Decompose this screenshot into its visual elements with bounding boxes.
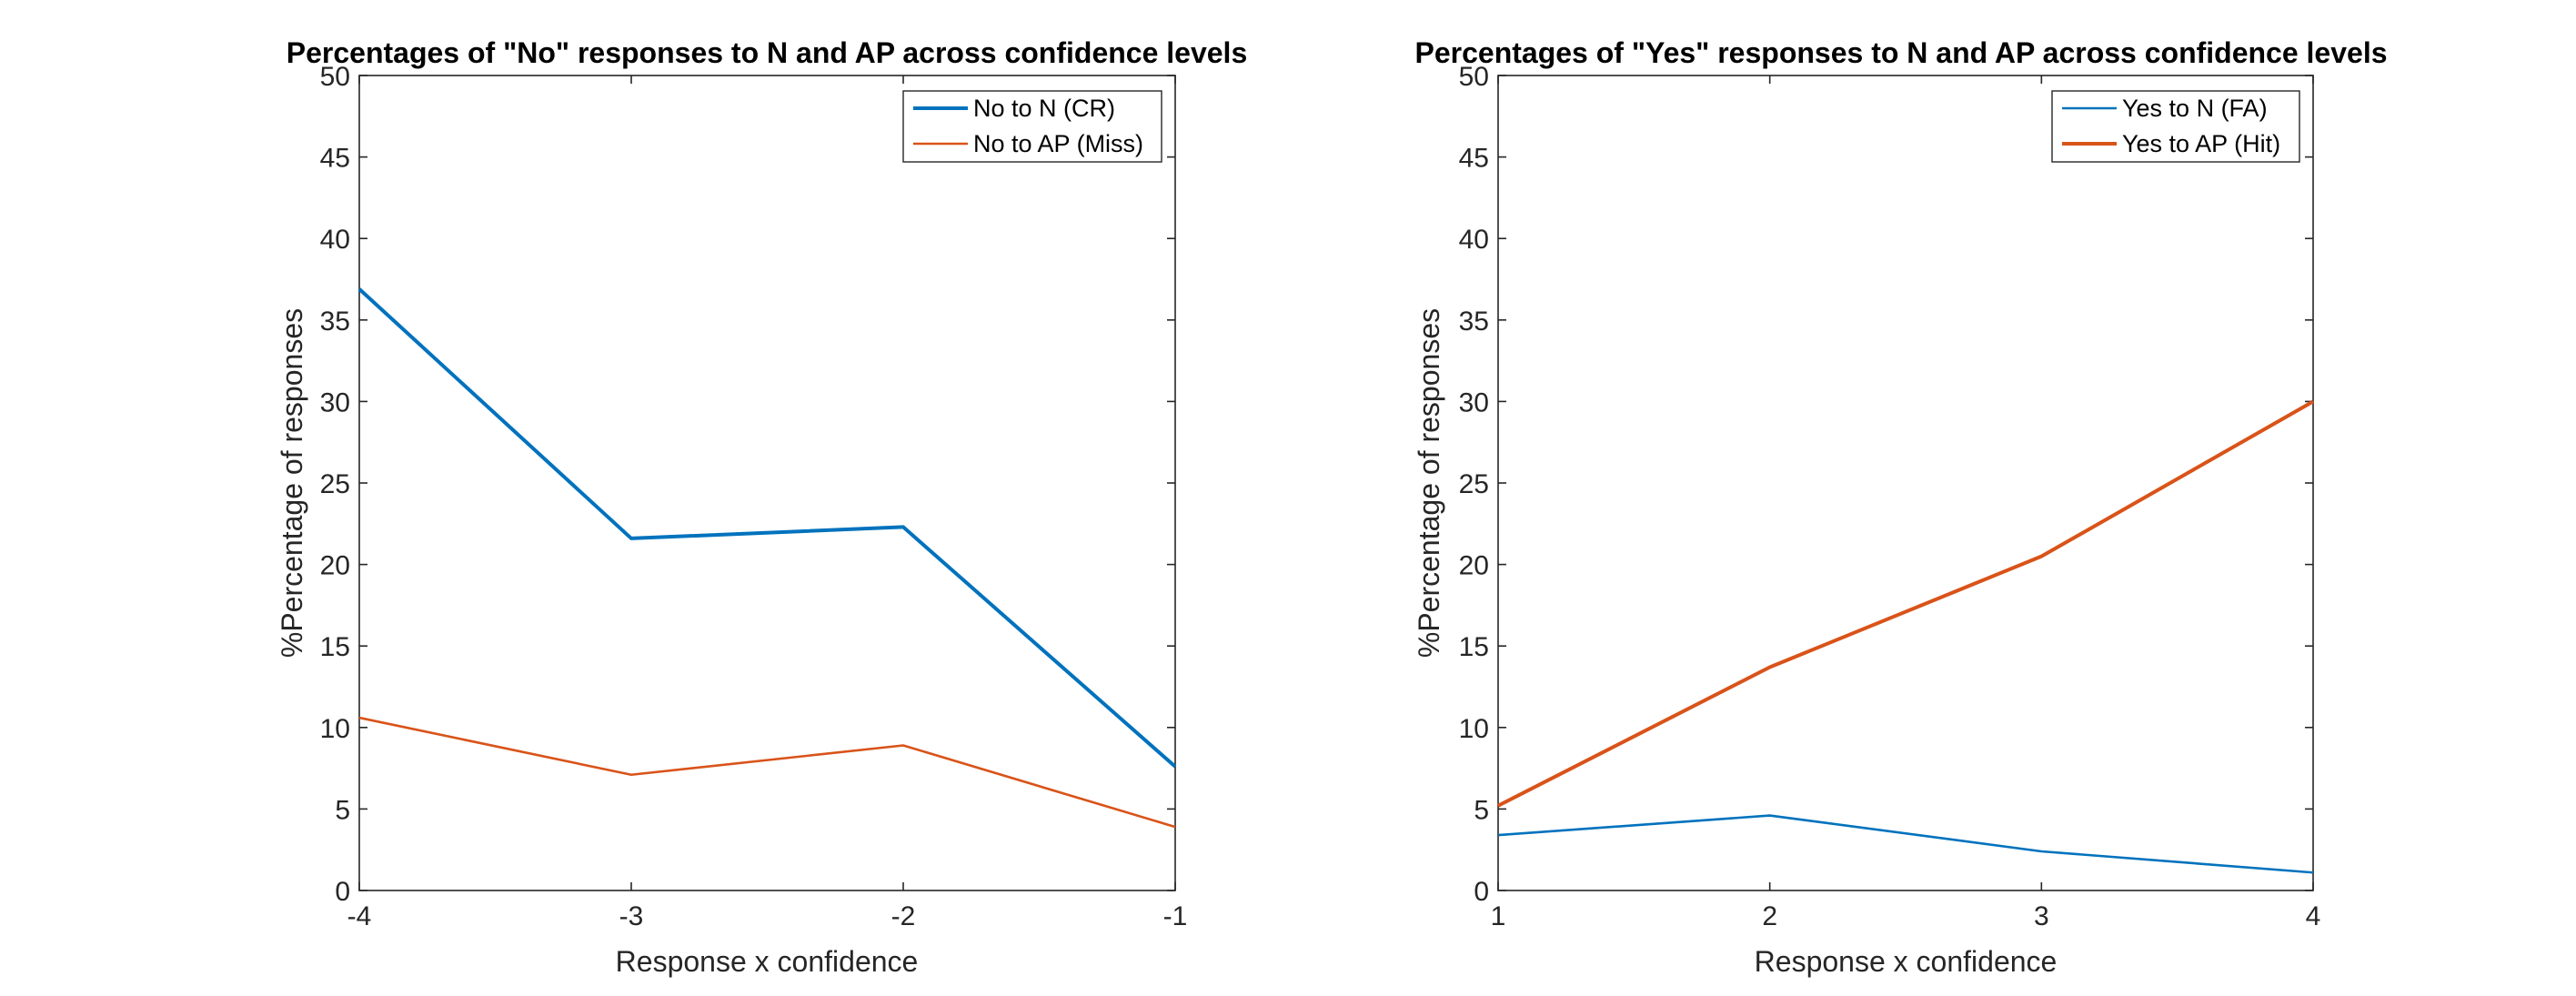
y-tick-label: 45 <box>320 144 350 174</box>
series-line-orange <box>358 716 1176 829</box>
legend: Yes to N (FA) Yes to AP (Hit) <box>2051 90 2300 163</box>
y-axis-label: %Percentage of responses <box>1413 308 1445 658</box>
plot-area <box>1497 75 2314 891</box>
no-responses-chart: Percentages of "No" responses to N and A… <box>276 36 1247 978</box>
series-line-orange <box>1497 399 2314 808</box>
y-tick-label: 50 <box>1459 62 1489 92</box>
legend-box <box>902 90 1162 163</box>
legend-label-yes-to-ap: Yes to AP (Hit) <box>2122 130 2280 157</box>
y-tick-label: 15 <box>1459 632 1489 662</box>
y-tick-label: 40 <box>320 225 350 255</box>
y-tick-label: 5 <box>335 795 350 825</box>
legend: No to N (CR) No to AP (Miss) <box>902 90 1162 163</box>
y-axis-label: %Percentage of responses <box>276 308 308 658</box>
x-axis-label: Response x confidence <box>1755 945 2058 978</box>
x-tick-label: 1 <box>1491 901 1506 931</box>
y-tick-label: 15 <box>320 632 350 662</box>
y-tick-label: 45 <box>1459 144 1489 174</box>
x-axis-ticks: 1 2 3 4 <box>1491 75 2321 931</box>
chart-title: Percentages of "Yes" responses to N and … <box>1415 36 2388 69</box>
series-lines <box>1497 399 2314 874</box>
legend-label-no-to-ap: No to AP (Miss) <box>973 130 1143 157</box>
x-tick-label: 2 <box>1762 901 1777 931</box>
series-line-blue <box>1497 814 2314 874</box>
y-tick-label: 35 <box>320 307 350 337</box>
y-tick-label: 20 <box>1459 551 1489 581</box>
y-tick-label: 0 <box>1474 877 1489 907</box>
x-axis-label: Response x confidence <box>616 945 919 978</box>
yes-responses-chart: Percentages of "Yes" responses to N and … <box>1413 36 2388 978</box>
x-tick-label: 4 <box>2306 901 2321 931</box>
y-tick-label: 0 <box>335 877 350 907</box>
y-tick-label: 5 <box>1474 795 1489 825</box>
legend-label-yes-to-n: Yes to N (FA) <box>2122 95 2268 122</box>
y-tick-label: 10 <box>320 714 350 744</box>
legend-box <box>2051 90 2300 163</box>
y-tick-label: 25 <box>320 469 350 499</box>
x-tick-label: -3 <box>619 901 644 931</box>
series-lines <box>357 287 1177 829</box>
x-tick-label: -1 <box>1163 901 1188 931</box>
x-tick-label: -2 <box>891 901 916 931</box>
y-tick-label: 40 <box>1459 225 1489 255</box>
x-axis-ticks: -4 -3 -2 -1 <box>347 75 1188 931</box>
y-tick-label: 20 <box>320 551 350 581</box>
y-tick-label: 10 <box>1459 714 1489 744</box>
x-tick-label: -4 <box>347 901 372 931</box>
chart-title: Percentages of "No" responses to N and A… <box>287 36 1247 69</box>
y-axis-ticks: 0 5 10 15 20 25 30 35 40 45 50 <box>320 62 1175 907</box>
legend-label-no-to-n: No to N (CR) <box>973 95 1115 122</box>
y-tick-label: 50 <box>320 62 350 92</box>
y-tick-label: 35 <box>1459 307 1489 337</box>
y-tick-label: 30 <box>1459 387 1489 418</box>
series-line-blue <box>357 287 1177 769</box>
y-axis-ticks: 0 5 10 15 20 25 30 35 40 45 50 <box>1459 62 2313 907</box>
plot-area <box>358 75 1176 891</box>
x-tick-label: 3 <box>2034 901 2049 931</box>
y-tick-label: 25 <box>1459 469 1489 499</box>
y-tick-label: 30 <box>320 387 350 418</box>
